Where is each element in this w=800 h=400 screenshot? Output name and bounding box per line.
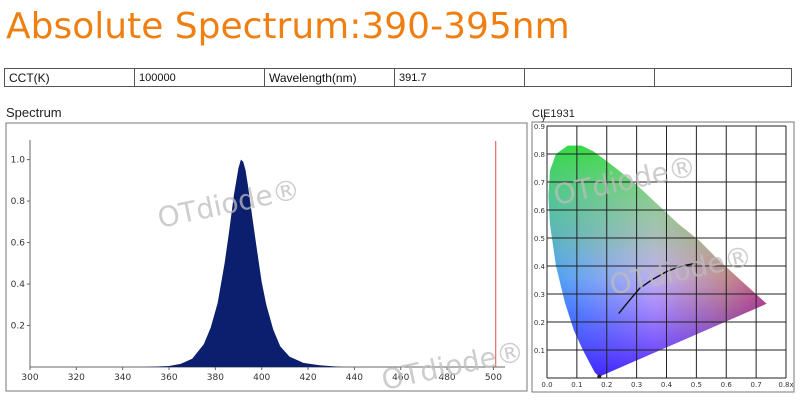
cie-y-axis-label: y bbox=[541, 113, 547, 123]
spectrum-x-tick-label: 460 bbox=[392, 373, 409, 383]
cie-y-tick-label: 0.5 bbox=[534, 235, 545, 243]
cie-panel-frame bbox=[531, 121, 795, 393]
cie-y-ticks: 0.1 0.2 0.3 0.4 0.5 0.6 0.7 0.8 0.9 bbox=[534, 123, 546, 355]
spectrum-y-tick-label: 0.6 bbox=[11, 239, 26, 249]
page-title: Absolute Spectrum:390-395nm bbox=[6, 6, 570, 47]
info-row: CCT(K) 100000 Wavelength(nm) 391.7 bbox=[4, 68, 792, 87]
cie-chromaticity-point bbox=[597, 374, 602, 379]
spectrum-area bbox=[145, 159, 343, 367]
cie-planckian-locus bbox=[618, 262, 697, 315]
cie-y-tick-label: 0.1 bbox=[534, 347, 545, 355]
cct-value: 100000 bbox=[134, 68, 265, 87]
cie-y-tick-label: 0.4 bbox=[534, 263, 546, 271]
cie-y-tick-label: 0.2 bbox=[534, 319, 545, 327]
spectrum-x-tick-label: 300 bbox=[21, 373, 38, 383]
spectrum-x-ticks: 300 320 340 360 380 400 420 440 460 480 500 bbox=[21, 367, 502, 383]
spectrum-x-tick-label: 320 bbox=[68, 373, 85, 383]
spectrum-y-tick-label: 0.2 bbox=[11, 322, 25, 332]
empty-cell bbox=[654, 68, 792, 87]
cie-x-tick-label: 0.8x bbox=[778, 381, 793, 389]
spectrum-x-tick-label: 360 bbox=[160, 373, 177, 383]
cie-x-tick-label: 0.7 bbox=[751, 381, 762, 389]
spectrum-x-tick-label: 440 bbox=[346, 373, 363, 383]
cie-x-tick-label: 0.3 bbox=[631, 381, 642, 389]
cie-x-tick-label: 0.6 bbox=[721, 381, 733, 389]
spectrum-panel-frame bbox=[5, 122, 528, 392]
spectrum-y-tick-label: 0.8 bbox=[11, 197, 26, 207]
cie-x-tick-label: 0.0 bbox=[541, 381, 552, 389]
cie-x-tick-label: 0.4 bbox=[661, 381, 673, 389]
spectrum-y-tick-label: 0.4 bbox=[11, 280, 26, 290]
spectrum-y-tick-label: 1.0 bbox=[11, 156, 26, 166]
cie-grid bbox=[546, 125, 787, 379]
watermark: OTdiode® bbox=[155, 172, 304, 234]
cie-x-ticks: 0.0 0.1 0.2 0.3 0.4 0.5 0.6 0.7 0.8x bbox=[541, 381, 793, 389]
spectrum-x-tick-label: 500 bbox=[485, 373, 502, 383]
cct-label: CCT(K) bbox=[4, 68, 135, 87]
cie-x-tick-label: 0.2 bbox=[601, 381, 612, 389]
watermark: OTdiode® bbox=[379, 334, 528, 396]
spectrum-x-tick-label: 400 bbox=[253, 373, 270, 383]
spectrum-x-tick-label: 340 bbox=[114, 373, 131, 383]
info-table: CCT(K) 100000 Wavelength(nm) 391.7 bbox=[4, 68, 792, 87]
cie-y-tick-label: 0.9 bbox=[534, 123, 545, 131]
cie-x-tick-label: 0.1 bbox=[571, 381, 582, 389]
spectrum-x-tick-label: 380 bbox=[207, 373, 224, 383]
spectrum-label: Spectrum bbox=[6, 105, 62, 120]
cie-y-tick-label: 0.7 bbox=[534, 179, 545, 187]
cie-y-tick-label: 0.6 bbox=[534, 207, 546, 215]
spectrum-x-tick-label: 420 bbox=[299, 373, 316, 383]
cie-x-tick-label: 0.5 bbox=[691, 381, 702, 389]
cie-y-tick-label: 0.8 bbox=[534, 151, 545, 159]
spectrum-x-tick-label: 480 bbox=[438, 373, 455, 383]
wavelength-label: Wavelength(nm) bbox=[264, 68, 395, 87]
spectrum-y-ticks: 0.2 0.4 0.6 0.8 1.0 bbox=[11, 156, 30, 332]
cie-label: CIE1931 bbox=[532, 108, 575, 120]
cie-y-tick-label: 0.3 bbox=[534, 291, 545, 299]
